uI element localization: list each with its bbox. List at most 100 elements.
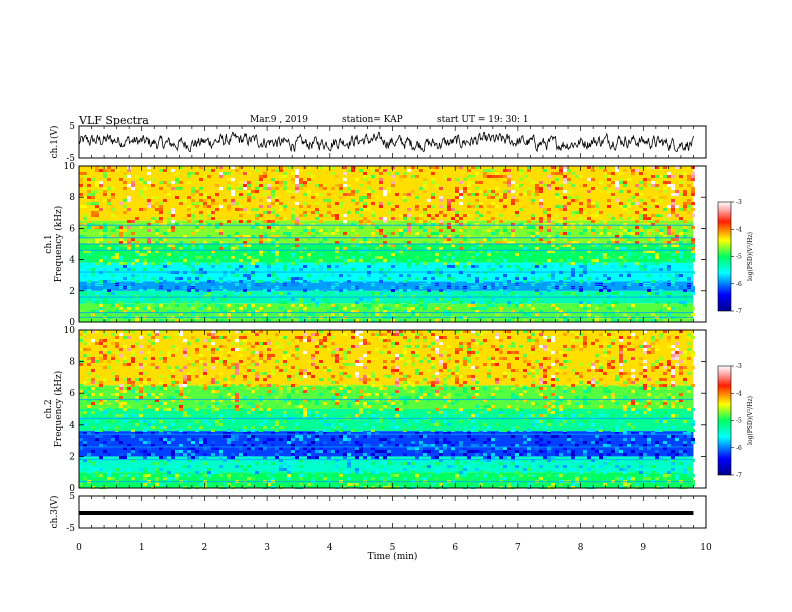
spectral-cell [199,256,203,259]
spectral-cell [255,274,259,277]
spectral-cell [447,396,451,399]
spectral-cell [275,384,279,387]
spectral-cell [251,405,255,408]
spectral-cell [455,268,459,271]
spectral-cell [351,244,355,247]
spectral-cell [603,223,607,226]
spectral-cell [511,292,515,295]
spectral-cell [435,310,439,313]
spectral-cell [247,259,251,262]
spectral-cell [187,205,191,208]
spectral-cell [459,223,463,226]
spectral-cell [295,405,299,408]
spectral-cell [227,351,231,354]
spectral-cell [655,256,659,259]
spectral-cell [187,456,191,459]
spectral-cell [299,256,303,259]
spectral-cell [443,310,447,313]
spectral-cell [671,253,675,256]
spectral-cell [227,474,231,477]
spectral-cell [687,202,691,205]
spectral-cell [415,432,419,435]
spectral-cell [407,229,411,232]
spectral-cell [311,354,315,357]
spectral-cell [675,244,679,247]
spectral-cell [231,453,235,456]
spectral-cell [171,369,175,372]
spectral-cell [571,247,575,250]
spectral-cell [463,187,467,190]
spectral-cell [195,223,199,226]
spectral-cell [415,262,419,265]
spectral-cell [559,250,563,253]
spectral-cell [447,399,451,402]
spectral-cell [615,199,619,202]
spectral-cell [83,381,87,384]
spectral-cell [287,277,291,280]
spectral-cell [499,307,503,310]
spectral-cell [119,441,123,444]
spectral-cell [503,196,507,199]
spectral-cell [319,378,323,381]
spectral-cell [291,190,295,193]
spectral-cell [179,319,183,322]
spectral-cell [431,217,435,220]
spectral-cell [315,226,319,229]
spectral-cell [151,453,155,456]
spectral-cell [567,259,571,262]
spectral-cell [387,477,391,480]
spectral-cell [255,223,259,226]
spectral-cell [311,363,315,366]
spectral-cell [643,211,647,214]
spectral-cell [131,277,135,280]
spectral-cell [359,378,363,381]
spectral-cell [343,313,347,316]
spectral-cell [615,301,619,304]
spectral-cell [643,262,647,265]
spectral-cell [683,193,687,196]
spectral-cell [335,354,339,357]
spectral-cell [415,336,419,339]
spectral-cell [331,429,335,432]
spectral-cell [211,169,215,172]
spectral-cell [539,223,543,226]
spectral-cell [599,232,603,235]
spectral-cell [195,229,199,232]
spectral-cell [227,411,231,414]
spectral-cell [575,319,579,322]
spectral-cell [315,366,319,369]
spectral-cell [227,304,231,307]
spectral-cell [331,396,335,399]
spectral-cell [451,277,455,280]
spectral-cell [299,432,303,435]
spectral-cell [475,277,479,280]
spectral-cell [255,310,259,313]
spectral-cell [95,360,99,363]
spectral-cell [219,223,223,226]
spectral-cell [367,304,371,307]
spectral-cell [139,351,143,354]
spectral-cell [559,196,563,199]
spectral-cell [375,357,379,360]
spectral-cell [211,378,215,381]
spectral-cell [447,265,451,268]
spectral-cell [415,399,419,402]
spectral-cell [235,202,239,205]
spectral-cell [279,181,283,184]
spectral-cell [107,289,111,292]
spectral-cell [311,471,315,474]
spectral-cell [183,432,187,435]
spectral-cell [431,438,435,441]
spectral-cell [563,277,567,280]
spectral-cell [507,175,511,178]
spectral-cell [295,184,299,187]
spectral-cell [407,471,411,474]
spectral-cell [379,408,383,411]
spectral-cell [343,396,347,399]
spectral-cell [295,244,299,247]
spectral-cell [191,190,195,193]
spectral-cell [91,190,95,193]
spectral-cell [123,304,127,307]
spectral-cell [219,298,223,301]
spectral-cell [127,169,131,172]
